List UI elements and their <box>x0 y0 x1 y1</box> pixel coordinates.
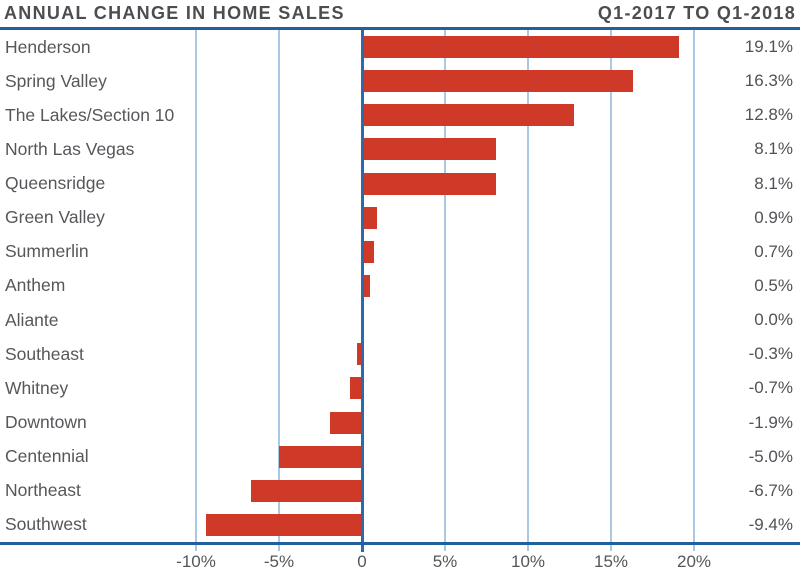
chart-row: Northeast -6.7% <box>0 474 800 508</box>
x-axis-tick-mark <box>610 545 612 551</box>
category-label: Anthem <box>5 275 66 296</box>
x-axis-tick-label: 0 <box>357 552 367 571</box>
bar <box>362 206 377 229</box>
bar <box>330 411 362 434</box>
chart-row: Green Valley 0.9% <box>0 201 800 235</box>
chart-row: Aliante 0.0% <box>0 303 800 337</box>
chart-row: Spring Valley 16.3% <box>0 64 800 98</box>
category-label: North Las Vegas <box>5 138 135 159</box>
bar <box>362 240 374 263</box>
bar <box>350 377 362 400</box>
header-divider-rule <box>0 27 800 30</box>
bar <box>357 343 362 366</box>
plot-area: Henderson 19.1% Spring Valley 16.3% The Lake… <box>0 30 800 542</box>
x-axis-tick-mark <box>278 545 280 551</box>
bar <box>205 513 362 536</box>
category-label: Northeast <box>5 480 81 501</box>
value-label: -6.7% <box>748 480 793 500</box>
chart-row: Downtown -1.9% <box>0 405 800 439</box>
category-label: Green Valley <box>5 207 105 228</box>
bar <box>362 172 497 195</box>
x-axis-tick-label: 20% <box>676 552 712 571</box>
chart-row: Whitney -0.7% <box>0 371 800 405</box>
x-axis-tick-label: -10% <box>176 552 216 571</box>
x-axis-tick-label: 15% <box>593 552 629 571</box>
chart-row: Southwest -9.4% <box>0 508 800 542</box>
value-label: 12.8% <box>744 105 793 125</box>
bar <box>362 70 633 93</box>
bar <box>279 445 362 468</box>
category-label: Queensridge <box>5 173 106 194</box>
category-label: Southeast <box>5 343 84 364</box>
chart-row: North Las Vegas 8.1% <box>0 132 800 166</box>
category-label: Downtown <box>5 412 87 433</box>
value-label: 0.9% <box>754 207 793 227</box>
value-label: -1.9% <box>748 412 793 432</box>
category-label: Whitney <box>5 377 69 398</box>
value-label: 8.1% <box>754 173 793 193</box>
gridline <box>195 30 197 542</box>
chart-row: Centennial -5.0% <box>0 440 800 474</box>
category-label: Aliante <box>5 309 59 330</box>
value-label: 0.7% <box>754 241 793 261</box>
chart-row: Henderson 19.1% <box>0 30 800 64</box>
category-label: The Lakes/Section 10 <box>5 104 175 125</box>
bar <box>362 36 680 59</box>
x-axis-line <box>0 542 800 545</box>
value-label: -0.3% <box>748 344 793 364</box>
bar <box>250 479 362 502</box>
x-axis-tick-mark <box>360 545 364 552</box>
category-label: Summerlin <box>5 241 89 262</box>
gridline <box>527 30 529 542</box>
chart-row: The Lakes/Section 10 12.8% <box>0 98 800 132</box>
bar <box>362 274 371 297</box>
value-label: -9.4% <box>748 514 793 534</box>
chart-row: Southeast -0.3% <box>0 337 800 371</box>
x-axis-tick-label: -5% <box>263 552 295 571</box>
value-label: 0.0% <box>754 310 793 330</box>
chart-row: Summerlin 0.7% <box>0 235 800 269</box>
category-label: Centennial <box>5 446 89 467</box>
chart-row: Anthem 0.5% <box>0 269 800 303</box>
bar <box>362 104 575 127</box>
category-label: Henderson <box>5 36 91 57</box>
category-label: Southwest <box>5 514 87 535</box>
gridline <box>693 30 695 542</box>
x-axis-tick-label: 10% <box>510 552 546 571</box>
x-axis-tick-mark <box>444 545 446 551</box>
chart-row: Queensridge 8.1% <box>0 167 800 201</box>
gridline <box>444 30 446 542</box>
gridline <box>610 30 612 542</box>
x-axis-tick-mark <box>527 545 529 551</box>
category-label: Spring Valley <box>5 70 107 91</box>
chart-header: ANNUAL CHANGE IN HOME SALES Q1-2017 TO Q… <box>0 0 800 27</box>
value-label: 8.1% <box>754 139 793 159</box>
chart-title: ANNUAL CHANGE IN HOME SALES <box>4 3 345 23</box>
value-label: -0.7% <box>748 378 793 398</box>
zero-axis-line <box>360 30 364 542</box>
chart-period-subtitle: Q1-2017 TO Q1-2018 <box>597 3 796 23</box>
x-axis-tick-mark <box>195 545 197 551</box>
value-label: 0.5% <box>754 275 793 295</box>
x-axis-tick-label: 5% <box>432 552 458 571</box>
value-label: 16.3% <box>744 71 793 91</box>
x-axis-tick-mark <box>693 545 695 551</box>
value-label: 19.1% <box>744 37 793 57</box>
value-label: -5.0% <box>748 446 793 466</box>
bar <box>362 138 497 161</box>
gridline <box>278 30 280 542</box>
